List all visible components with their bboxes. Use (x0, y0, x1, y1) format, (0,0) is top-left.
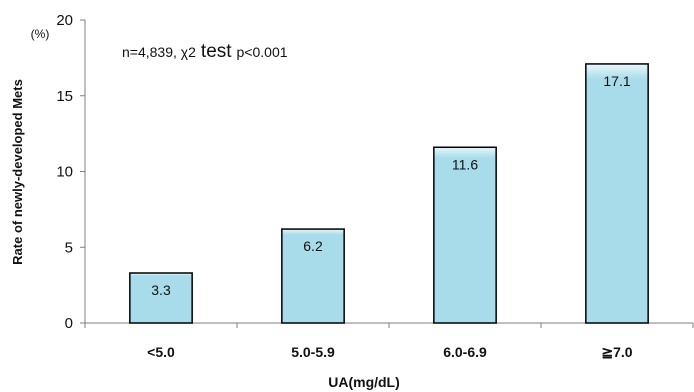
category-label: <5.0 (147, 344, 175, 360)
y-tick-label: 15 (56, 88, 73, 105)
y-axis-unit: (%) (31, 27, 50, 41)
x-axis-title: UA(mg/dL) (328, 374, 400, 390)
x-axis-unit: (mg/dL) (348, 374, 399, 390)
stat-annotation-prefix: n=4,839, χ2 (122, 44, 196, 60)
stat-annotation-pvalue: p<0.001 (237, 44, 288, 60)
y-tick-label: 0 (65, 315, 73, 332)
data-labels-group: 3.3 6.2 11.6 17.1 (151, 73, 631, 298)
data-label: 3.3 (151, 282, 171, 298)
data-label: 6.2 (303, 238, 323, 254)
x-axis-label: UA (328, 374, 348, 390)
category-label: 6.0-6.9 (443, 344, 487, 360)
y-axis-label: Rate of newly-developed Mets (10, 79, 25, 265)
bar-5.0-5.9 (281, 228, 345, 324)
bars-group (129, 63, 649, 324)
y-tick-label: 5 (65, 239, 73, 256)
category-labels-group: <5.0 5.0-5.9 6.0-6.9 ≧7.0 (147, 344, 633, 360)
data-label: 11.6 (452, 156, 478, 172)
y-tick-label: 20 (56, 12, 73, 29)
category-label: 5.0-5.9 (291, 344, 335, 360)
category-label: ≧7.0 (601, 344, 632, 360)
stat-annotation: n=4,839, χ2 test p<0.001 (122, 41, 288, 62)
data-label: 17.1 (603, 73, 630, 89)
y-axis: 0 5 10 15 20 (56, 12, 86, 332)
bar-≧7.0 (585, 63, 649, 324)
bar-6.0-6.9 (433, 146, 497, 324)
y-tick-label: 10 (56, 164, 73, 181)
stat-annotation-test: test (201, 41, 232, 62)
bar-<5.0 (129, 272, 193, 324)
